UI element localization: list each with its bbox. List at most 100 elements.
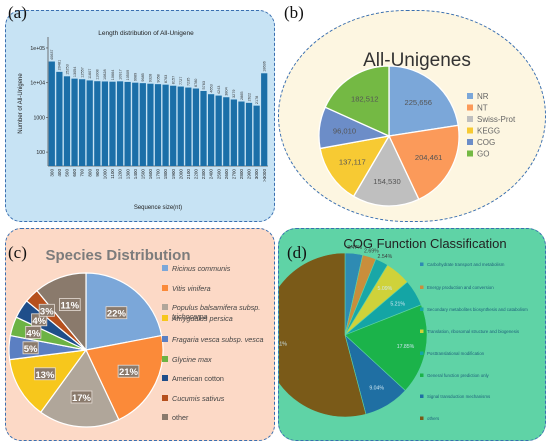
x-tick-label: 400 bbox=[57, 169, 62, 177]
legend-entry: Cucumis sativus bbox=[172, 394, 225, 403]
legend-swatch bbox=[420, 329, 424, 333]
x-tick-label: 2900 bbox=[247, 169, 252, 180]
panel-label-c: (c) bbox=[8, 243, 27, 262]
bar bbox=[253, 105, 260, 166]
bar-data-label: 2622 bbox=[247, 93, 251, 101]
pie-data-label: 21% bbox=[119, 367, 139, 378]
x-tick-label: 1200 bbox=[118, 169, 123, 180]
x-tick-label: 2100 bbox=[186, 169, 191, 180]
x-tick-label: 2800 bbox=[239, 169, 244, 180]
legend-entry: Populus balsamifera subsp. bbox=[172, 303, 260, 312]
legend-entry: Fragaria vesca subsp. vesca bbox=[172, 335, 263, 344]
legend-entry: General function prediction only bbox=[427, 373, 490, 378]
cog-classification-chart: COG Function Classification3.47%2.69%2.5… bbox=[262, 236, 528, 421]
legend-entry: trichocarpa bbox=[172, 312, 208, 321]
bar-data-label: 12557 bbox=[80, 67, 84, 78]
pie-data-label: 5% bbox=[24, 344, 38, 355]
pie-data-label: 2.54% bbox=[378, 254, 393, 260]
legend-swatch bbox=[420, 373, 424, 377]
pie-data-label: 13% bbox=[35, 370, 55, 381]
pie-data-label: 154,530 bbox=[373, 177, 400, 186]
bar bbox=[185, 87, 192, 166]
legend-entry: Ricinus communis bbox=[172, 264, 231, 273]
bar bbox=[116, 81, 124, 166]
y-tick-label: 1e+05 bbox=[30, 46, 45, 52]
legend-entry: American cotton bbox=[172, 374, 224, 383]
panel-label-a: (a) bbox=[8, 3, 27, 22]
bar-data-label: 9685 bbox=[141, 73, 145, 81]
legend-swatch bbox=[162, 304, 168, 310]
bar-data-label: 11607 bbox=[88, 69, 92, 79]
bar bbox=[139, 83, 146, 166]
legend-swatch bbox=[162, 265, 168, 271]
legend-swatch bbox=[162, 356, 168, 362]
bar-data-label: 3279 bbox=[232, 90, 236, 98]
bar-data-label: 5763 bbox=[202, 81, 206, 89]
bar-data-label: 11008 bbox=[96, 69, 100, 79]
pie-data-label: 96,010 bbox=[333, 127, 356, 136]
legend-swatch bbox=[420, 394, 424, 398]
bar-data-label: 8763 bbox=[164, 75, 168, 83]
bar-data-label: 9328 bbox=[149, 74, 153, 82]
bar bbox=[238, 101, 245, 166]
panel-species-distribution: Species Distribution 22% 21% 17% 13% 5% 4% 4% 3%… bbox=[5, 228, 275, 441]
bar bbox=[86, 80, 93, 166]
y-tick-label: 1e+04 bbox=[30, 81, 45, 87]
pie-data-label: 17.85% bbox=[397, 344, 415, 350]
legend-swatch bbox=[420, 285, 424, 289]
chart-title: Length distribution of All-Unigene bbox=[98, 30, 194, 37]
x-tick-label: 600 bbox=[72, 169, 77, 177]
pie-slice bbox=[39, 348, 120, 428]
x-tick-label: 500 bbox=[65, 169, 70, 177]
legend-entry: COG bbox=[477, 138, 495, 147]
legend-entry: Amygdalus persica bbox=[171, 314, 233, 323]
x-tick-label: 3000 bbox=[254, 169, 259, 180]
pie-data-label: 22% bbox=[107, 309, 127, 320]
x-tick-label: 2700 bbox=[231, 169, 236, 180]
bar bbox=[71, 78, 78, 166]
pie-data-label: 3% bbox=[40, 306, 54, 317]
pie-slice bbox=[319, 135, 391, 198]
bar bbox=[154, 84, 162, 166]
x-tick-label: 1400 bbox=[133, 169, 138, 180]
bar bbox=[132, 82, 139, 166]
x-tick-label: 800 bbox=[87, 169, 92, 177]
x-tick-label: 700 bbox=[80, 169, 85, 177]
x-tick-label: 1300 bbox=[125, 169, 130, 180]
bar bbox=[109, 81, 116, 166]
legend-entry: Glycine max bbox=[172, 355, 212, 364]
pie-label-box bbox=[70, 390, 93, 404]
legend-entry: KEGG bbox=[477, 127, 500, 136]
x-tick-label: 2000 bbox=[178, 169, 183, 180]
bar bbox=[215, 95, 222, 166]
species-distribution-chart: Species Distribution 22% 21% 17% 13% 5% 4%4%3%… bbox=[8, 247, 263, 428]
pie-label-box bbox=[25, 326, 42, 339]
x-tick-label: >3000 bbox=[262, 169, 267, 182]
bar-data-label: 9989 bbox=[134, 73, 138, 81]
legend-entry: NR bbox=[477, 92, 489, 101]
bar bbox=[223, 97, 230, 166]
x-tick-label: 1600 bbox=[148, 169, 153, 180]
legend-entry: Posttranslational modification bbox=[427, 351, 485, 356]
chart-title: Species Distribution bbox=[45, 247, 190, 264]
pie-slice bbox=[352, 134, 420, 207]
pie-label-box bbox=[38, 303, 55, 317]
x-tick-label: 1000 bbox=[103, 169, 108, 180]
bar bbox=[63, 76, 71, 166]
x-tick-label: 1100 bbox=[110, 169, 115, 179]
legend-swatch bbox=[467, 150, 473, 157]
pie-data-label: 225,656 bbox=[404, 98, 431, 107]
all-unigenes-chart: All-Unigenes225,656204,461154,530137,117… bbox=[318, 50, 516, 207]
pie-data-label: 2.69% bbox=[364, 249, 379, 255]
x-tick-label: 900 bbox=[95, 169, 100, 177]
legend-entry: Translation, ribosomal structure and bio… bbox=[427, 329, 520, 334]
panel-label-b: (b) bbox=[284, 3, 304, 22]
x-tick-label: 1800 bbox=[163, 169, 168, 180]
bar-data-label: 10664 bbox=[111, 70, 115, 81]
bar-data-label: 7727 bbox=[179, 77, 183, 85]
x-tick-label: 300 bbox=[49, 169, 54, 177]
bar bbox=[101, 81, 109, 166]
legend-entry: Energy production and conversion bbox=[427, 285, 494, 290]
legend-entry: NT bbox=[477, 104, 488, 113]
bar-data-label: 10509 bbox=[126, 70, 130, 81]
